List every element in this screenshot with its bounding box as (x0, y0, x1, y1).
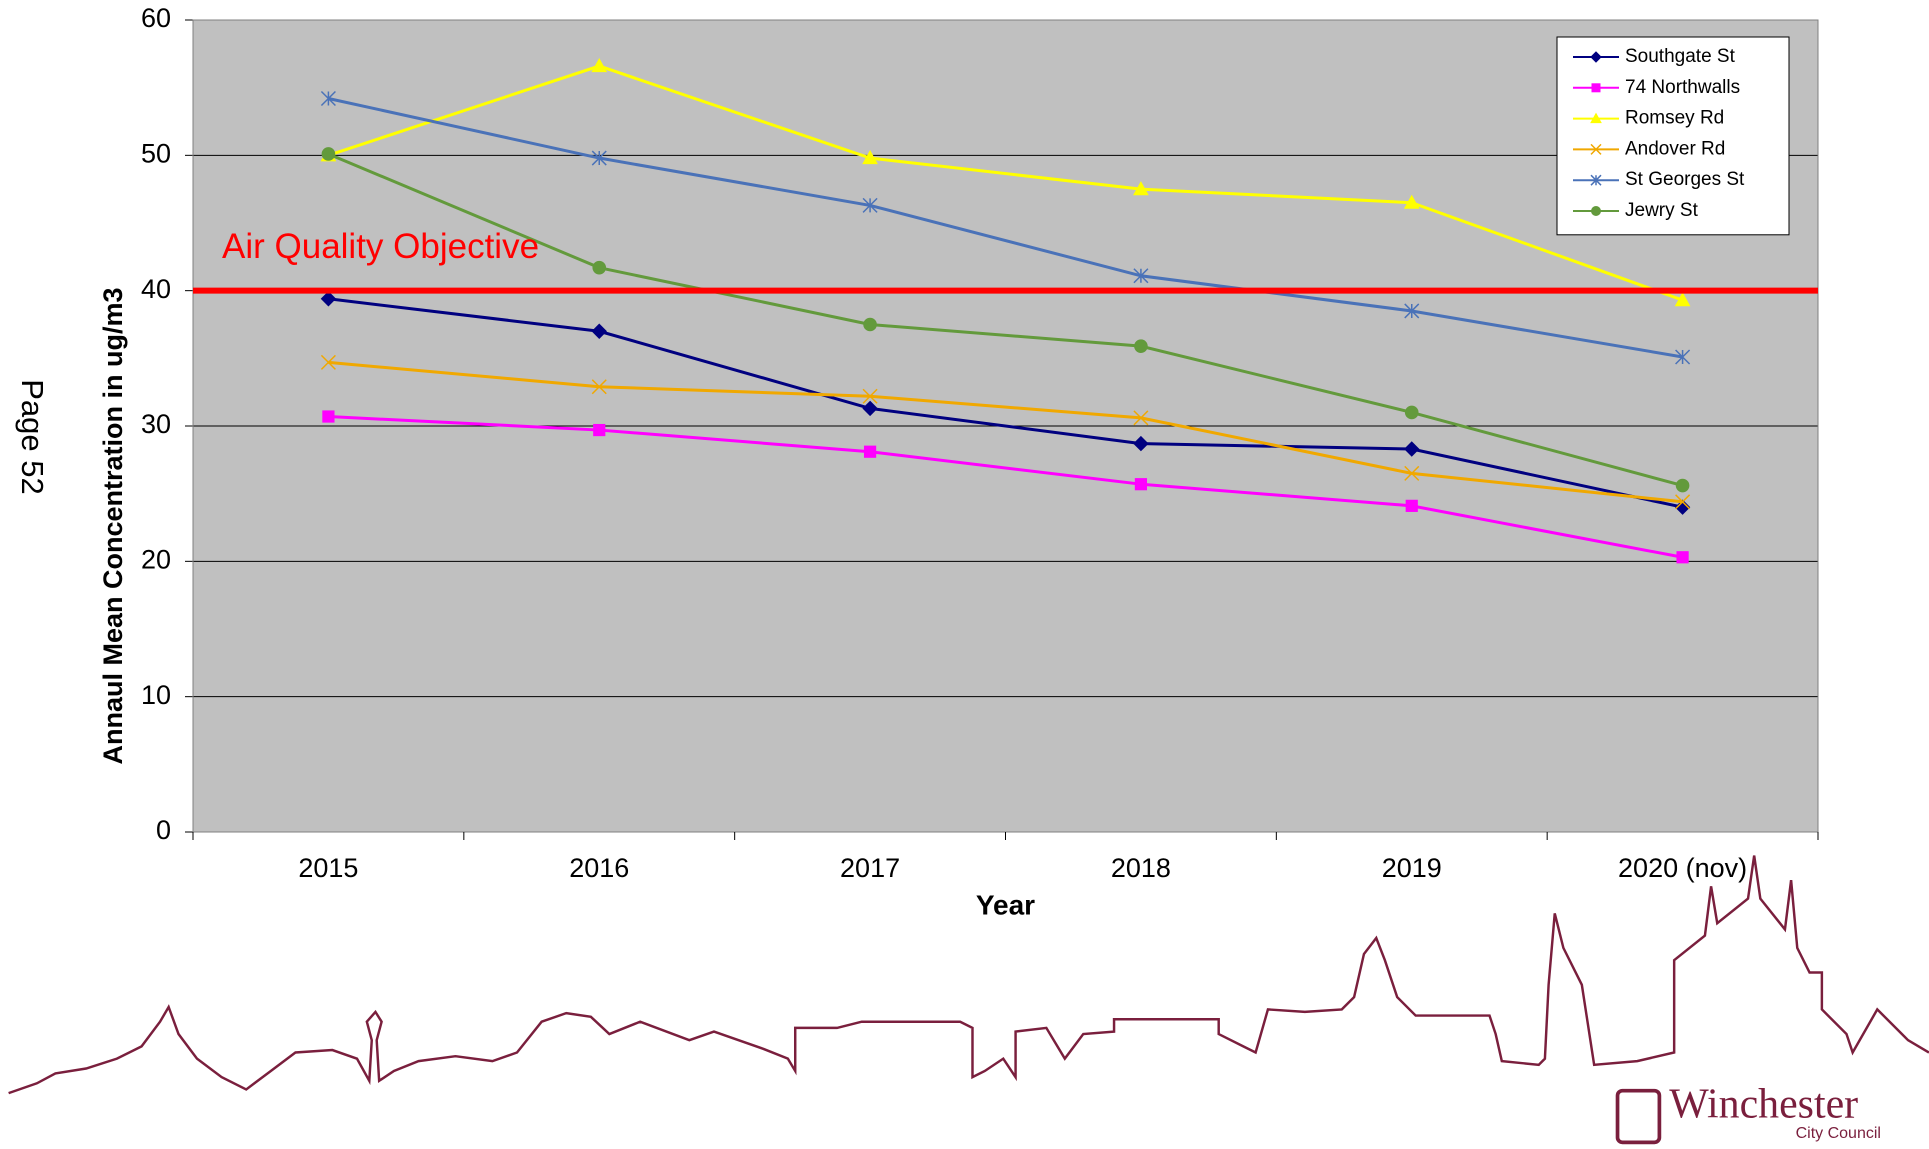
series (320, 90, 1691, 365)
marker (591, 323, 607, 339)
marker (1591, 83, 1601, 93)
marker (1674, 499, 1691, 515)
marker (1133, 435, 1149, 452)
marker (1404, 441, 1420, 457)
series (320, 291, 1691, 515)
legend-box (1556, 36, 1790, 236)
marker (1590, 143, 1602, 155)
marker (1674, 292, 1691, 307)
y-tick-label: 40 (141, 274, 171, 304)
page-label: Page 52 (15, 379, 50, 495)
y-tick-label: 20 (141, 544, 171, 574)
series-line (327, 64, 1684, 302)
marker (320, 291, 337, 307)
x-tick-label: 2018 (1111, 853, 1171, 883)
series-line (328, 360, 1683, 504)
logo-name: Winchester (1669, 1082, 1858, 1128)
marker (1405, 499, 1418, 512)
y-tick-label: 10 (141, 680, 171, 710)
marker (1404, 405, 1419, 420)
reference-label: Air Quality Objective (222, 227, 539, 266)
x-tick-label: 2020 (nov) (1618, 853, 1747, 883)
marker (862, 400, 878, 417)
marker (591, 379, 607, 395)
marker (1590, 112, 1602, 124)
legend-label: Andover Rd (1625, 138, 1725, 159)
marker (591, 150, 607, 166)
marker (322, 410, 335, 423)
legend-label: St Georges St (1625, 169, 1745, 190)
x-tick-label: 2017 (840, 853, 900, 883)
marker (1133, 268, 1149, 284)
legend-label: Southgate St (1625, 46, 1736, 67)
marker (862, 388, 878, 404)
skyline-outline (8, 855, 1929, 1095)
x-axis-label: Year (976, 889, 1035, 920)
x-tick-label: 2015 (298, 853, 358, 883)
legend-label: 74 Northwalls (1625, 77, 1740, 98)
marker (1590, 174, 1602, 186)
marker (1675, 478, 1690, 493)
x-tick-label: 2019 (1382, 853, 1442, 883)
marker (591, 57, 608, 73)
marker (320, 90, 336, 107)
marker (321, 147, 336, 161)
legend-label: Jewry St (1625, 200, 1699, 221)
y-axis-label: Annaul Mean Concentration in ug/m3 (98, 287, 128, 764)
marker (1591, 206, 1601, 216)
marker (1404, 465, 1420, 481)
marker (862, 197, 878, 213)
marker (593, 423, 606, 437)
marker (320, 354, 336, 370)
series-line (327, 152, 1683, 487)
logo-sub: City Council (1796, 1125, 1881, 1142)
series (320, 57, 1691, 307)
series-line (328, 415, 1683, 559)
marker (1134, 339, 1148, 353)
marker (1590, 51, 1602, 63)
marker (592, 260, 607, 275)
y-tick-label: 60 (141, 3, 171, 33)
marker (863, 445, 877, 458)
y-tick-label: 50 (141, 138, 171, 168)
marker (1675, 349, 1691, 365)
y-tick-label: 30 (141, 409, 171, 439)
series (321, 147, 1690, 493)
skyline: Winchester City Council (8, 855, 1929, 1145)
marker (1134, 478, 1148, 491)
series-line (328, 297, 1683, 509)
y-tick-label: 0 (156, 815, 171, 845)
series-line (328, 97, 1683, 359)
legend-label: Romsey Rd (1625, 108, 1724, 129)
series (322, 410, 1689, 564)
series (320, 354, 1691, 510)
marker (1133, 410, 1149, 426)
marker (863, 317, 877, 332)
logo-shield (1615, 1088, 1662, 1145)
marker (1133, 181, 1149, 196)
x-tick-label: 2016 (569, 853, 629, 883)
marker (1676, 551, 1689, 564)
marker (1403, 194, 1420, 209)
marker (1675, 494, 1691, 510)
marker (862, 150, 878, 165)
marker (1404, 303, 1420, 319)
